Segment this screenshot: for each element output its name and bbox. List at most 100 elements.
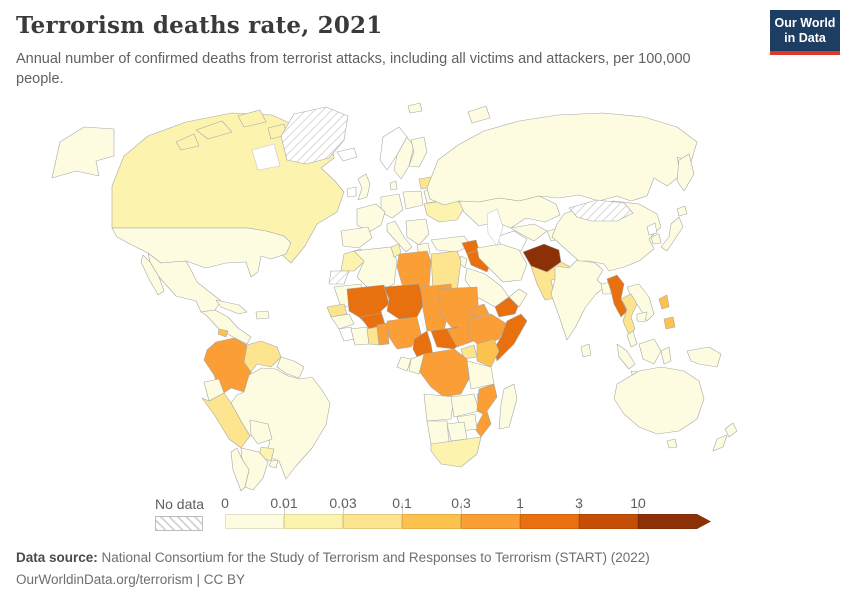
legend-no-data[interactable]: No data: [155, 496, 204, 531]
country-svalbard[interactable]: [407, 102, 423, 114]
country-mexico[interactable]: [147, 252, 222, 313]
country-iceland[interactable]: [336, 147, 358, 162]
country-alaska[interactable]: [51, 126, 115, 179]
country-australia[interactable]: [613, 366, 705, 435]
country-philippines[interactable]: [658, 294, 670, 310]
country-niger[interactable]: [383, 283, 425, 320]
country-madagascar[interactable]: [498, 383, 518, 430]
country-myanmar[interactable]: [606, 274, 628, 318]
legend-bin-10+[interactable]: [638, 514, 711, 529]
country-western-sahara[interactable]: [328, 270, 350, 285]
country-hokkaido[interactable]: [676, 205, 688, 217]
legend-bin-3–10[interactable]: [579, 514, 638, 529]
country-uruguay[interactable]: [268, 459, 279, 469]
country-japan[interactable]: [660, 216, 684, 252]
legend-bin-0.1–0.3[interactable]: [402, 514, 461, 529]
country-north-korea[interactable]: [646, 222, 658, 236]
country-china[interactable]: [551, 200, 662, 272]
country-iran[interactable]: [476, 243, 528, 283]
country-italy[interactable]: [386, 220, 413, 253]
country-ireland[interactable]: [346, 186, 357, 198]
country-india[interactable]: [550, 259, 606, 341]
country-sumatra[interactable]: [616, 343, 636, 370]
country-togo-benin[interactable]: [376, 322, 390, 346]
country-new-zealand[interactable]: [724, 422, 738, 438]
country-nigeria[interactable]: [386, 316, 422, 350]
owid-logo[interactable]: Our World in Data: [770, 10, 840, 55]
country-zambia[interactable]: [450, 393, 480, 418]
legend-bin-0.3–1[interactable]: [461, 514, 520, 529]
country-bolivia[interactable]: [249, 419, 273, 445]
country-hispaniola[interactable]: [255, 310, 270, 320]
country-turkey[interactable]: [430, 235, 472, 253]
country-novaya-zemlya[interactable]: [467, 105, 491, 124]
owid-terrorism-link[interactable]: OurWorldinData.org/terrorism | CC BY: [16, 571, 246, 587]
country-ivory-coast[interactable]: [350, 326, 370, 346]
legend-bin-0–0.01[interactable]: [225, 514, 284, 529]
country-uk[interactable]: [357, 173, 371, 201]
country-spain[interactable]: [340, 226, 373, 249]
country-el-salvador[interactable]: [217, 328, 229, 338]
country-sri-lanka[interactable]: [580, 343, 592, 358]
country-egypt[interactable]: [430, 250, 462, 292]
country-finland[interactable]: [408, 136, 428, 168]
country-central-america[interactable]: [200, 309, 252, 345]
country-arctic-island[interactable]: [195, 120, 233, 140]
country-cuba[interactable]: [215, 299, 248, 315]
country-oman[interactable]: [508, 288, 528, 308]
country-philippines[interactable]: [663, 316, 676, 330]
country-drc[interactable]: [418, 348, 470, 398]
country-cambodia[interactable]: [636, 311, 648, 323]
legend-bin-0.03–0.1[interactable]: [343, 514, 402, 529]
country-malaysia[interactable]: [626, 330, 638, 348]
legend-color-bar[interactable]: 0 0.01 0.03 0.1 0.3 1 3 10: [221, 495, 711, 529]
country-baja-peninsula[interactable]: [140, 254, 165, 296]
country-congo[interactable]: [408, 353, 425, 375]
country-kenya[interactable]: [476, 338, 500, 368]
country-south-africa[interactable]: [430, 436, 482, 468]
country-uzbekistan[interactable]: [510, 223, 548, 242]
legend-tick-label: 3: [575, 495, 583, 511]
legend-bin-0.01–0.03[interactable]: [284, 514, 343, 529]
country-poland[interactable]: [402, 190, 424, 210]
country-france[interactable]: [356, 203, 386, 233]
country-mozambique[interactable]: [474, 383, 498, 438]
country-kazakhstan[interactable]: [458, 195, 561, 229]
country-somalia[interactable]: [493, 313, 528, 362]
country-senegal[interactable]: [326, 303, 348, 318]
country-namibia[interactable]: [426, 420, 450, 445]
country-angola[interactable]: [423, 393, 455, 422]
country-tasmania[interactable]: [666, 438, 678, 449]
country-russia[interactable]: [426, 112, 698, 206]
country-peru[interactable]: [201, 392, 251, 449]
country-eritrea[interactable]: [468, 303, 490, 318]
no-data-swatch: [155, 516, 203, 531]
country-guinea[interactable]: [330, 313, 355, 330]
country-arctic-island[interactable]: [237, 109, 267, 128]
country-kamchatka[interactable]: [676, 153, 695, 192]
country-botswana[interactable]: [446, 421, 468, 442]
country-ethiopia[interactable]: [468, 313, 508, 348]
country-greenland[interactable]: [280, 106, 349, 165]
country-yemen[interactable]: [494, 296, 520, 318]
country-borneo[interactable]: [638, 338, 662, 365]
country-mongolia[interactable]: [568, 199, 634, 222]
country-south-korea[interactable]: [650, 233, 662, 245]
country-thailand[interactable]: [620, 293, 638, 336]
country-new-guinea[interactable]: [686, 346, 722, 368]
country-arctic-island[interactable]: [175, 133, 200, 151]
legend-tick: [343, 503, 344, 514]
country-balkans[interactable]: [405, 218, 430, 246]
country-bangladesh[interactable]: [600, 281, 612, 295]
country-usa[interactable]: [111, 227, 292, 278]
country-venezuela[interactable]: [243, 340, 282, 373]
data-source-text: National Consortium for the Study of Ter…: [101, 550, 650, 565]
country-guyanas[interactable]: [276, 356, 305, 379]
country-sulawesi[interactable]: [660, 346, 672, 365]
country-chile[interactable]: [230, 447, 250, 492]
country-gabon[interactable]: [396, 356, 412, 372]
country-denmark[interactable]: [389, 180, 398, 191]
legend-bin-1–3[interactable]: [520, 514, 579, 529]
country-new-zealand[interactable]: [712, 434, 728, 452]
